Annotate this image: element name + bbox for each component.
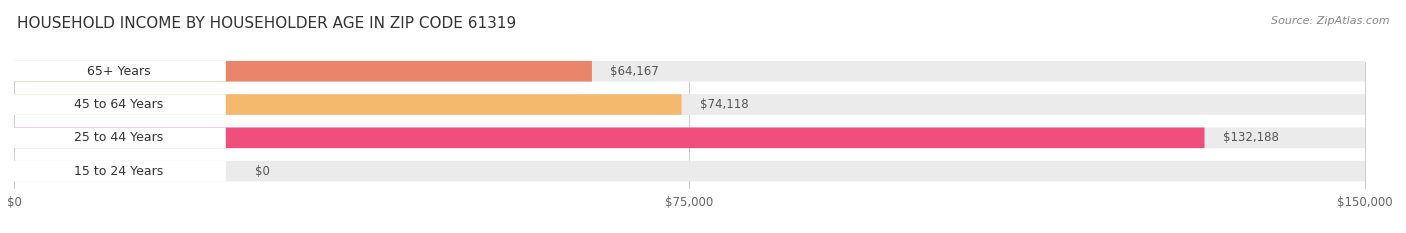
FancyBboxPatch shape <box>14 161 1365 182</box>
Text: 15 to 24 Years: 15 to 24 Years <box>75 164 163 178</box>
FancyBboxPatch shape <box>3 61 226 82</box>
Text: $0: $0 <box>254 164 270 178</box>
Text: 65+ Years: 65+ Years <box>87 65 150 78</box>
Text: $74,118: $74,118 <box>700 98 748 111</box>
FancyBboxPatch shape <box>14 127 1205 148</box>
Text: 45 to 64 Years: 45 to 64 Years <box>75 98 163 111</box>
FancyBboxPatch shape <box>3 161 226 182</box>
Text: HOUSEHOLD INCOME BY HOUSEHOLDER AGE IN ZIP CODE 61319: HOUSEHOLD INCOME BY HOUSEHOLDER AGE IN Z… <box>17 16 516 31</box>
FancyBboxPatch shape <box>3 127 226 148</box>
FancyBboxPatch shape <box>14 94 1365 115</box>
FancyBboxPatch shape <box>14 61 592 82</box>
Text: $64,167: $64,167 <box>610 65 658 78</box>
Text: 25 to 44 Years: 25 to 44 Years <box>75 131 163 144</box>
FancyBboxPatch shape <box>14 127 1365 148</box>
Text: Source: ZipAtlas.com: Source: ZipAtlas.com <box>1271 16 1389 26</box>
FancyBboxPatch shape <box>14 94 682 115</box>
FancyBboxPatch shape <box>14 61 1365 82</box>
Text: $132,188: $132,188 <box>1223 131 1278 144</box>
FancyBboxPatch shape <box>3 94 226 115</box>
